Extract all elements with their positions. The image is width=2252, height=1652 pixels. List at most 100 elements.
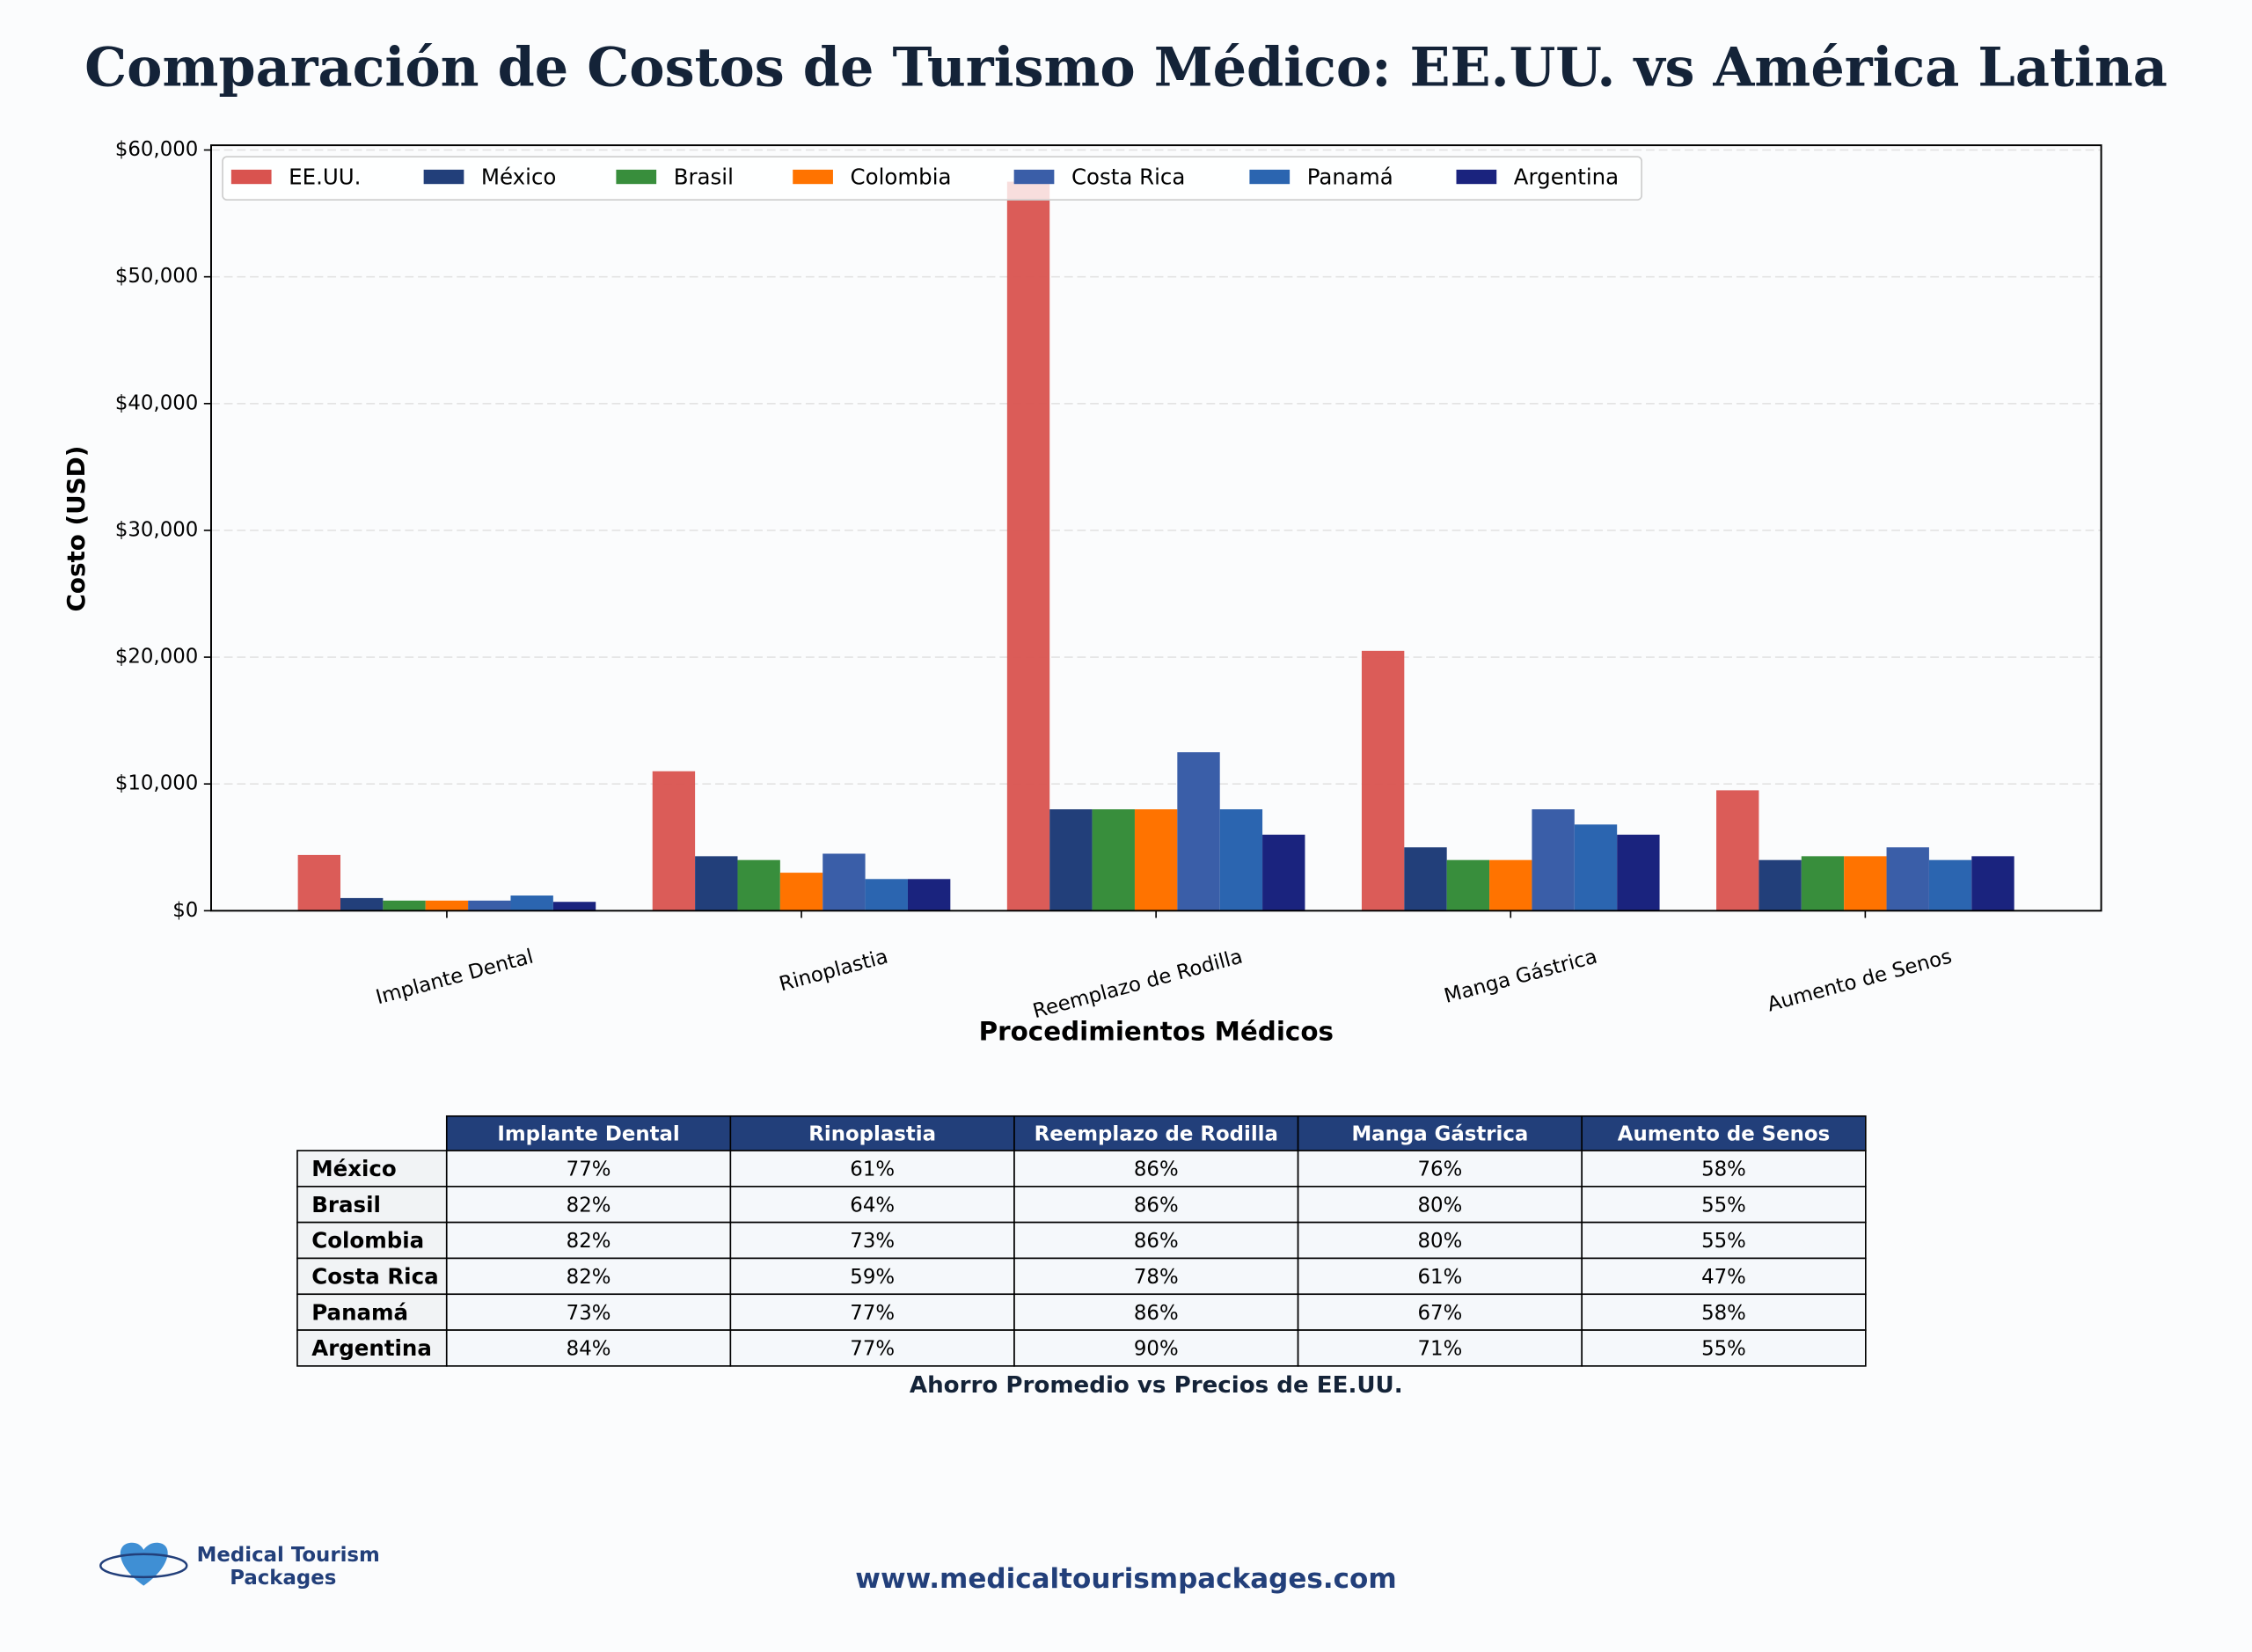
table-value: 78% — [1134, 1266, 1179, 1289]
table-row-label: Costa Rica — [311, 1263, 438, 1289]
table-value: 84% — [567, 1338, 611, 1361]
table-cell — [445, 1150, 732, 1188]
legend-swatch — [1456, 169, 1497, 185]
table-value: 59% — [850, 1266, 895, 1289]
table-value: 77% — [567, 1159, 611, 1181]
table-value: 86% — [1134, 1194, 1179, 1217]
table-value: 82% — [567, 1194, 611, 1217]
table-cell — [729, 1150, 1015, 1188]
table-row-label: Panamá — [311, 1299, 408, 1325]
bar — [1446, 859, 1490, 911]
table-value: 76% — [1418, 1159, 1463, 1181]
bar — [510, 895, 553, 911]
bar — [383, 900, 426, 911]
bar — [297, 854, 340, 911]
bar — [1404, 847, 1447, 911]
bar — [468, 900, 511, 911]
y-tick-label: $40,000 — [115, 391, 198, 414]
table-value: 71% — [1418, 1338, 1463, 1361]
table-cell — [1581, 1185, 1867, 1224]
plot-area — [211, 145, 2102, 911]
table-header: Manga Gástrica — [1351, 1123, 1528, 1146]
legend-swatch — [1013, 169, 1055, 185]
table-cell — [1581, 1329, 1867, 1367]
table-header-cell — [1581, 1115, 1867, 1151]
table-value: 77% — [850, 1338, 895, 1361]
table-value: 64% — [850, 1194, 895, 1217]
table-value: 55% — [1701, 1338, 1746, 1361]
bar — [1758, 859, 1802, 911]
bar — [1134, 809, 1178, 911]
table-value: 90% — [1134, 1338, 1179, 1361]
bar — [1886, 847, 1929, 911]
legend-box — [222, 156, 1642, 201]
bar — [1574, 824, 1618, 911]
table-cell — [1581, 1221, 1867, 1260]
legend-label: Panamá — [1307, 164, 1393, 190]
table-header: Rinoplastia — [808, 1123, 936, 1146]
table-caption: Ahorro Promedio vs Precios de EE.UU. — [910, 1372, 1403, 1399]
table-header: Reemplazo de Rodilla — [1035, 1123, 1278, 1146]
table: Implante Dental Rinoplastia Reemplazo de R… — [296, 1115, 1867, 1399]
table-row-label: Brasil — [311, 1192, 381, 1217]
chart-title: Comparación de Costos de Turismo Médico:… — [84, 36, 2168, 99]
logo-text: Packages — [230, 1567, 336, 1590]
table-value: 55% — [1701, 1194, 1746, 1217]
y-tick-label: $20,000 — [115, 646, 198, 669]
table-cell — [296, 1257, 448, 1296]
y-axis-title: Costo (USD) — [62, 446, 91, 612]
y-tick-label: $50,000 — [115, 265, 198, 288]
table-value: 82% — [567, 1230, 611, 1253]
bar — [1617, 834, 1660, 911]
legend-label: México — [481, 164, 556, 190]
bar — [1716, 790, 1759, 911]
table-cell — [296, 1185, 448, 1224]
bar — [1177, 752, 1220, 911]
table-header-cell — [729, 1115, 1015, 1151]
table-cell — [296, 1329, 448, 1367]
legend-label: Colombia — [851, 164, 952, 190]
table-value: 55% — [1701, 1230, 1746, 1253]
bar — [737, 859, 780, 911]
table-value: 82% — [567, 1266, 611, 1289]
logo-orbit — [99, 1553, 188, 1579]
table-cell — [1297, 1185, 1583, 1224]
bar — [695, 856, 738, 911]
legend-label: Costa Rica — [1071, 164, 1185, 190]
table-header: Implante Dental — [497, 1123, 679, 1146]
table-cell — [1013, 1329, 1299, 1367]
legend: EE.UU. México Brasil Colombia Costa Rica Pana… — [222, 156, 1642, 201]
bar — [1532, 809, 1575, 911]
table-header-cell — [1297, 1115, 1583, 1151]
bar — [425, 900, 469, 911]
bar — [865, 879, 908, 911]
bar — [340, 897, 384, 911]
table-cell — [729, 1329, 1015, 1367]
y-tick-label: $30,000 — [115, 518, 198, 541]
legend-swatch — [230, 169, 272, 185]
plot-frame — [210, 144, 2102, 912]
table-value: 80% — [1418, 1194, 1463, 1217]
bar — [1489, 859, 1532, 911]
legend-label: Argentina — [1514, 164, 1619, 190]
footer-url: www.medicaltourismpackages.com — [855, 1563, 1396, 1595]
table-cell — [296, 1221, 448, 1260]
table-cell — [1297, 1150, 1583, 1188]
table-row-label: Colombia — [311, 1228, 424, 1254]
x-axis-title: Procedimientos Médicos — [979, 1017, 1334, 1047]
bar — [1049, 809, 1093, 911]
table-row-label: México — [311, 1156, 396, 1181]
bar — [1361, 650, 1405, 911]
bar — [552, 902, 596, 911]
bar — [1928, 859, 1972, 911]
bar — [1262, 834, 1305, 911]
table-value: 67% — [1418, 1302, 1463, 1325]
table-cell — [445, 1329, 732, 1367]
table-value: 86% — [1134, 1159, 1179, 1181]
legend-swatch — [1249, 169, 1291, 185]
bar — [907, 879, 951, 911]
table-header: Aumento de Senos — [1618, 1123, 1830, 1146]
legend-swatch — [423, 169, 464, 185]
